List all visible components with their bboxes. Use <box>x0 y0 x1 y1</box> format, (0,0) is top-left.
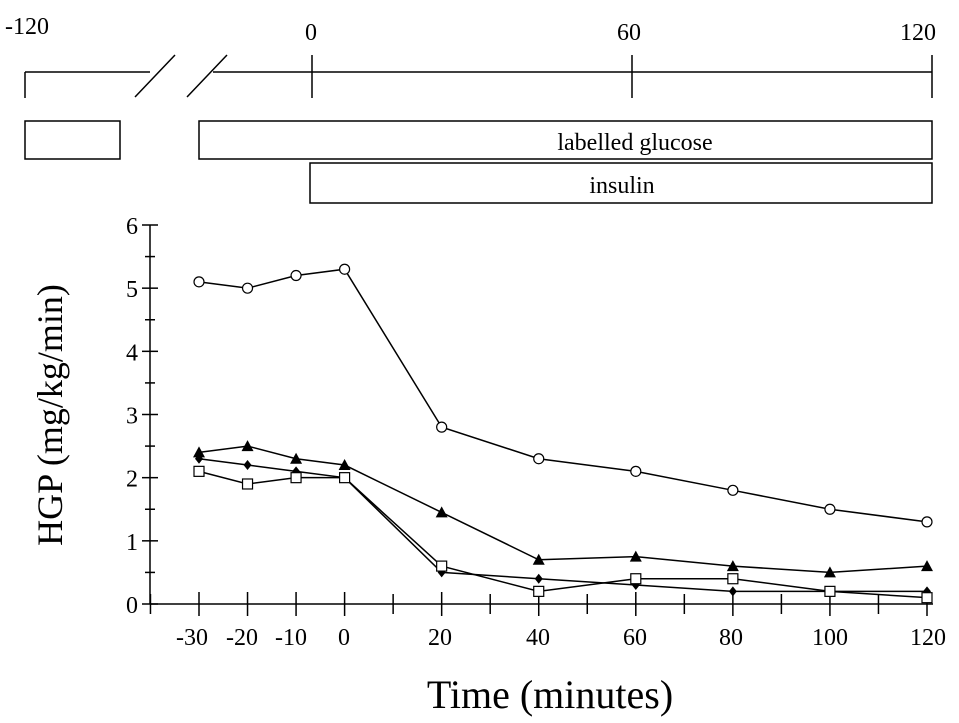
data-point-open-circle <box>436 421 448 433</box>
data-point-filled-diamond <box>728 586 737 597</box>
data-point-filled-triangle <box>726 560 739 572</box>
data-point-filled-diamond <box>243 460 252 471</box>
x-tick-label: -20 <box>226 625 258 651</box>
data-point-filled-triangle <box>193 446 205 458</box>
timeline-label-minus-120: -120 <box>5 14 49 40</box>
x-axis-title: Time (minutes) <box>427 672 673 717</box>
protocol-bars: labelled glucose insulin <box>24 120 933 204</box>
x-tick-label: -30 <box>176 625 208 651</box>
insulin-label: insulin <box>589 173 654 199</box>
data-point-open-square <box>824 585 836 597</box>
data-point-filled-diamond <box>195 453 203 464</box>
series-markers <box>193 263 933 604</box>
data-point-open-square <box>436 560 448 572</box>
data-point-open-square <box>339 472 351 484</box>
data-point-open-square <box>533 585 545 597</box>
data-point-filled-triangle <box>435 506 448 518</box>
data-point-filled-triangle <box>629 550 642 562</box>
data-point-open-square <box>630 573 642 585</box>
timeline-label-0: 0 <box>305 20 317 46</box>
x-tick-label: 20 <box>428 625 452 651</box>
data-point-filled-triangle <box>338 459 351 471</box>
data-point-filled-diamond <box>534 573 543 584</box>
y-tick-label: 2 <box>126 467 138 493</box>
series-line-open-square <box>198 470 928 599</box>
y-ticks: 0 1 2 3 4 5 6 <box>126 214 158 619</box>
data-point-filled-triangle <box>241 440 254 452</box>
insulin-bar <box>309 162 933 204</box>
data-point-open-square <box>290 472 302 484</box>
data-point-open-circle <box>193 276 205 288</box>
data-point-open-circle <box>727 484 739 496</box>
x-tick-label: -10 <box>275 625 307 651</box>
baseline-bar <box>24 120 121 160</box>
x-ticks: -30 -20 -10 0 20 40 60 80 100 120 <box>149 592 946 651</box>
series-line-filled-triangle <box>198 445 928 574</box>
axis-break-mark-1 <box>134 54 176 98</box>
data-point-open-circle <box>921 516 933 528</box>
data-point-open-circle <box>241 282 254 294</box>
timeline: -120 0 60 120 <box>5 14 936 98</box>
data-point-filled-triangle <box>823 566 836 578</box>
x-tick-label: 40 <box>526 625 550 651</box>
x-tick-label: 120 <box>910 625 946 651</box>
data-point-open-circle <box>533 453 545 465</box>
data-point-open-circle <box>824 503 836 515</box>
data-point-open-circle <box>290 269 302 282</box>
y-axis-title: HGP (mg/kg/min) <box>30 284 70 546</box>
y-tick-label: 1 <box>126 530 138 556</box>
data-point-open-square <box>193 465 205 477</box>
labelled-glucose-bar <box>198 120 933 160</box>
y-tick-label: 5 <box>126 277 138 303</box>
hgp-chart: 0 1 2 3 4 5 6 -30 -20 -10 0 20 40 60 80 100 120 HGP (mg… <box>30 214 946 717</box>
x-tick-label: 80 <box>719 625 743 651</box>
data-point-open-circle <box>339 263 351 275</box>
y-tick-label: 6 <box>126 214 138 240</box>
data-point-open-circle <box>630 465 642 477</box>
series-lines <box>198 268 928 599</box>
x-tick-label: 100 <box>812 625 848 651</box>
y-tick-label: 0 <box>126 593 138 619</box>
data-point-open-square <box>241 478 254 490</box>
data-point-open-square <box>727 573 739 585</box>
data-point-filled-triangle <box>290 452 303 464</box>
data-point-filled-triangle <box>921 560 933 572</box>
y-tick-label: 3 <box>126 404 138 430</box>
timeline-label-60: 60 <box>617 20 641 46</box>
series-line-open-circle <box>198 268 928 523</box>
axis-break-mark-2 <box>186 54 228 98</box>
data-point-filled-triangle <box>532 553 545 565</box>
x-tick-label: 60 <box>623 625 647 651</box>
labelled-glucose-label: labelled glucose <box>557 130 712 156</box>
data-point-open-square <box>921 592 933 604</box>
timeline-label-120: 120 <box>900 20 936 46</box>
series-line-filled-diamond <box>198 457 927 593</box>
y-tick-label: 4 <box>126 340 138 366</box>
x-tick-label: 0 <box>338 625 350 651</box>
